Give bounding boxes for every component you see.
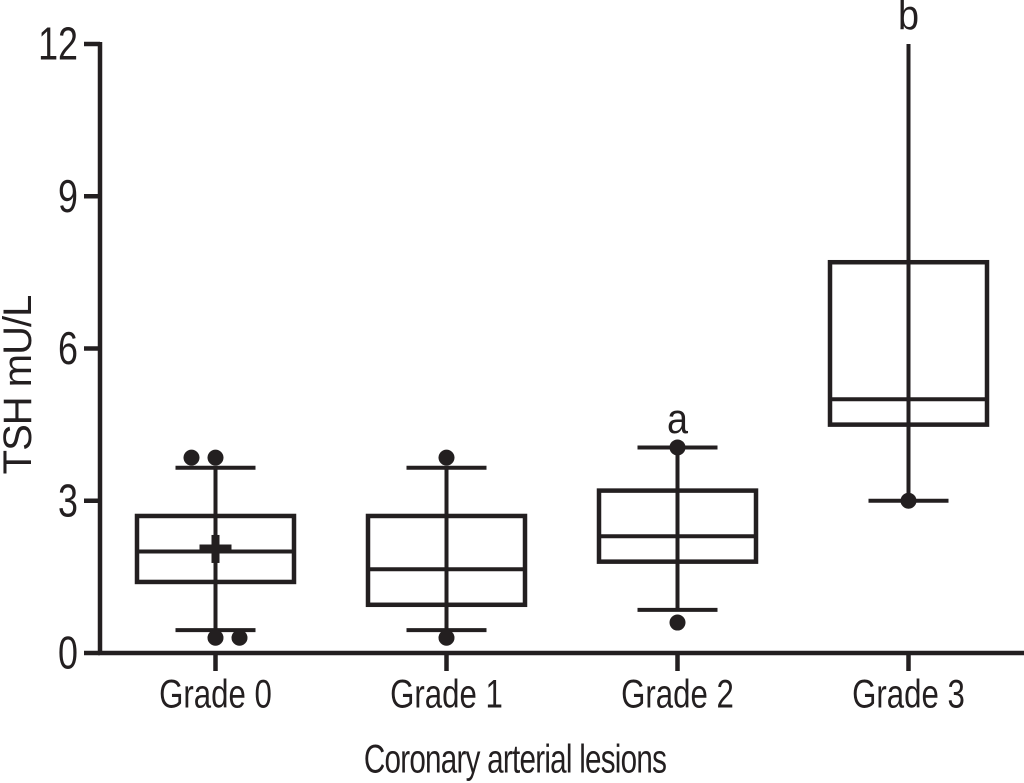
y-tick-label: 0 [58,627,78,678]
category-label: Grade 3 [852,672,965,717]
box-rect [827,259,990,427]
data-point [438,629,455,646]
significance-label-a: a [667,396,689,442]
y-axis-title: TSH mU/L [0,295,40,475]
box-rect [596,488,759,564]
data-point [438,449,455,466]
box-rect [134,513,297,585]
box-group-grade-3: Grade 3 b [827,0,990,717]
data-point [900,492,917,509]
data-point [669,439,686,456]
y-tick-label: 12 [38,18,78,69]
data-point [183,449,200,466]
data-point [207,449,224,466]
significance-label-b: b [898,0,919,39]
data-point [231,629,248,646]
y-tick-label: 9 [58,171,78,222]
box-rect [365,513,528,608]
category-label: Grade 0 [159,672,272,717]
y-tick-label: 3 [58,475,78,526]
category-label: Grade 2 [621,672,734,717]
box-group-grade-0: Grade 0 [134,449,297,717]
x-axis-title: Coronary arterial lesions [363,737,667,782]
data-point [207,629,224,646]
category-label: Grade 1 [390,672,503,717]
box-group-grade-2: Grade 2 a [596,396,759,717]
box-group-grade-1: Grade 1 [365,449,528,717]
y-tick-label: 6 [58,323,78,374]
data-point [669,614,686,631]
